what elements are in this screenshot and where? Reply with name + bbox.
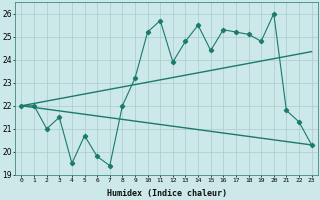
X-axis label: Humidex (Indice chaleur): Humidex (Indice chaleur) — [107, 189, 227, 198]
